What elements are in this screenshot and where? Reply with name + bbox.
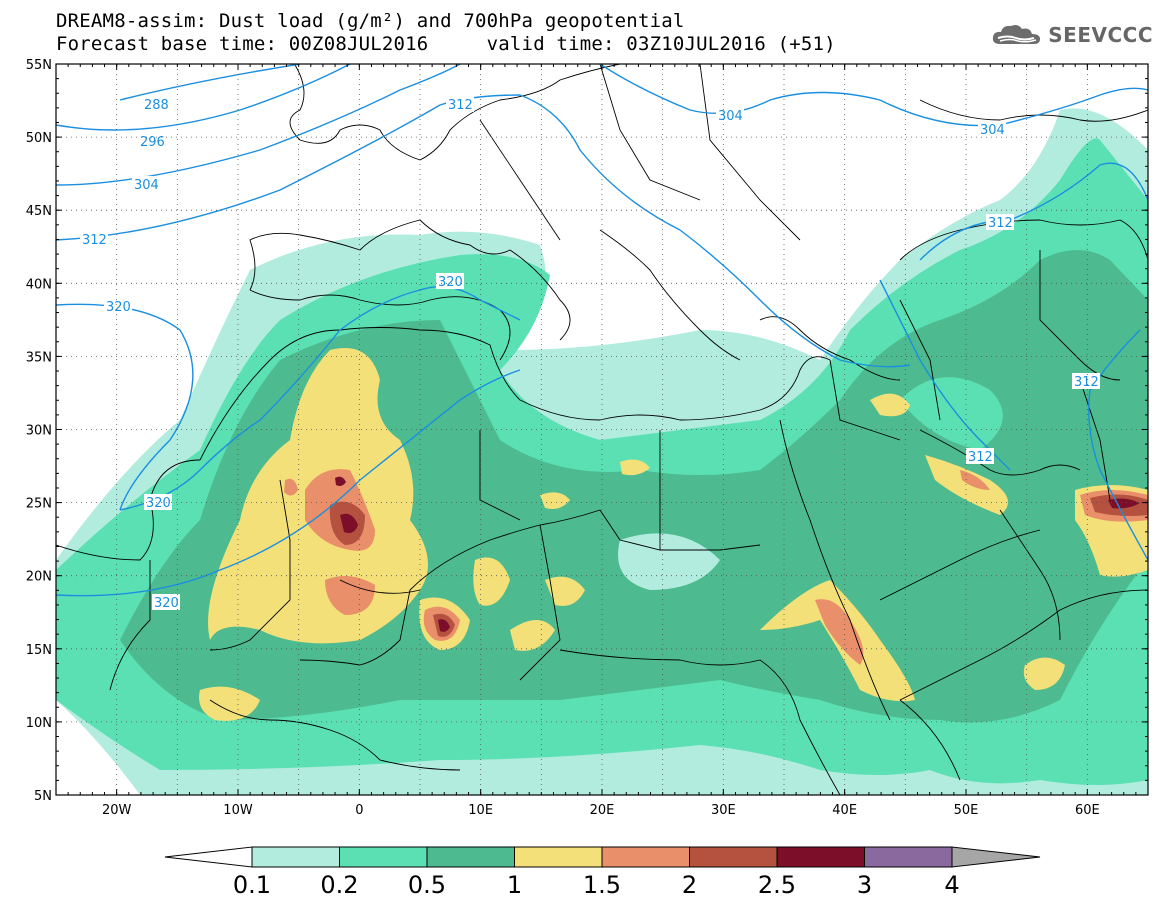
colorbar-tick-label: 0.2	[320, 871, 358, 899]
colorbar-over-arrow	[951, 846, 1041, 868]
contour-label: 304	[134, 178, 159, 193]
contour-label: 296	[140, 135, 165, 150]
lat-label: 45N	[26, 204, 52, 219]
logo-text: SEEVCCC	[1048, 23, 1153, 47]
colorbar-segment	[426, 846, 515, 868]
lon-label: 40E	[832, 803, 857, 818]
graticule	[56, 64, 1148, 795]
cloud-icon	[993, 25, 1041, 44]
colorbar-tick-label: 0.1	[233, 871, 271, 899]
contour-label: 320	[154, 596, 179, 611]
lat-label: 15N	[26, 643, 52, 658]
contour-label: 320	[106, 300, 131, 315]
lat-ticks	[56, 63, 1148, 796]
colorbar-tick-label: 2	[682, 871, 697, 899]
colorbar-segment	[776, 846, 865, 868]
contour-label-group: 288 296 304 312 320 312 320 320 320 304 …	[80, 96, 1100, 611]
colorbar-tick-label: 2.5	[758, 871, 796, 899]
map-title: DREAM8-assim: Dust load (g/m²) and 700hP…	[56, 10, 685, 32]
colorbar-segment	[514, 846, 603, 868]
lat-label: 5N	[34, 789, 52, 804]
lon-label: 60E	[1075, 803, 1100, 818]
lon-label: 20E	[590, 803, 615, 818]
contour-label: 312	[1074, 375, 1099, 390]
contour-label: 320	[438, 275, 463, 290]
lon-label: 10E	[468, 803, 493, 818]
dust-band-2.5	[340, 513, 358, 534]
contour-label: 312	[988, 216, 1013, 231]
colorbar-tick-label: 0.5	[408, 871, 446, 899]
contour-label: 312	[82, 233, 107, 248]
map-subtitle: Forecast base time: 00Z08JUL2016 valid t…	[56, 33, 836, 55]
lon-label: 20W	[102, 803, 132, 818]
contour-label: 312	[448, 98, 473, 113]
seevccc-logo: SEEVCCC	[990, 22, 1153, 48]
lat-labels: 55N 50N 45N 40N 35N 30N 25N 20N 15N 10N 5N	[26, 58, 52, 804]
colorbar-tick-label: 1	[507, 871, 522, 899]
colorbar-tick-label: 1.5	[583, 871, 621, 899]
lat-label: 35N	[26, 350, 52, 365]
contour-label: 304	[718, 109, 743, 124]
colorbar-segment	[689, 846, 778, 868]
colorbar-tick-label: 3	[857, 871, 872, 899]
contour-label: 304	[980, 123, 1005, 138]
colorbar: 0.1 0.2 0.5 1 1.5 2 2.5 3 4	[164, 846, 1041, 899]
lat-label: 40N	[26, 277, 52, 292]
lon-label: 30E	[711, 803, 736, 818]
colorbar-segment	[339, 846, 428, 868]
colorbar-segment	[251, 846, 340, 868]
colorbar-segment	[601, 846, 690, 868]
lat-label: 10N	[26, 716, 52, 731]
lat-label: 55N	[26, 58, 52, 73]
colorbar-segment	[864, 846, 953, 868]
contour-label: 288	[144, 98, 169, 113]
lon-label: 0	[355, 803, 363, 818]
lon-ticks	[55, 64, 1149, 795]
lat-label: 25N	[26, 497, 52, 512]
colorbar-under-arrow	[164, 846, 253, 868]
lat-label: 20N	[26, 570, 52, 585]
contour-label: 312	[968, 450, 993, 465]
lon-labels: 20W 10W 0 10E 20E 30E 40E 50E 60E	[102, 803, 1100, 818]
lon-label: 10W	[223, 803, 253, 818]
lon-label: 50E	[954, 803, 979, 818]
lat-label: 50N	[26, 131, 52, 146]
lat-label: 30N	[26, 424, 52, 439]
colorbar-tick-label: 4	[944, 871, 959, 899]
contour-label: 320	[146, 496, 171, 511]
